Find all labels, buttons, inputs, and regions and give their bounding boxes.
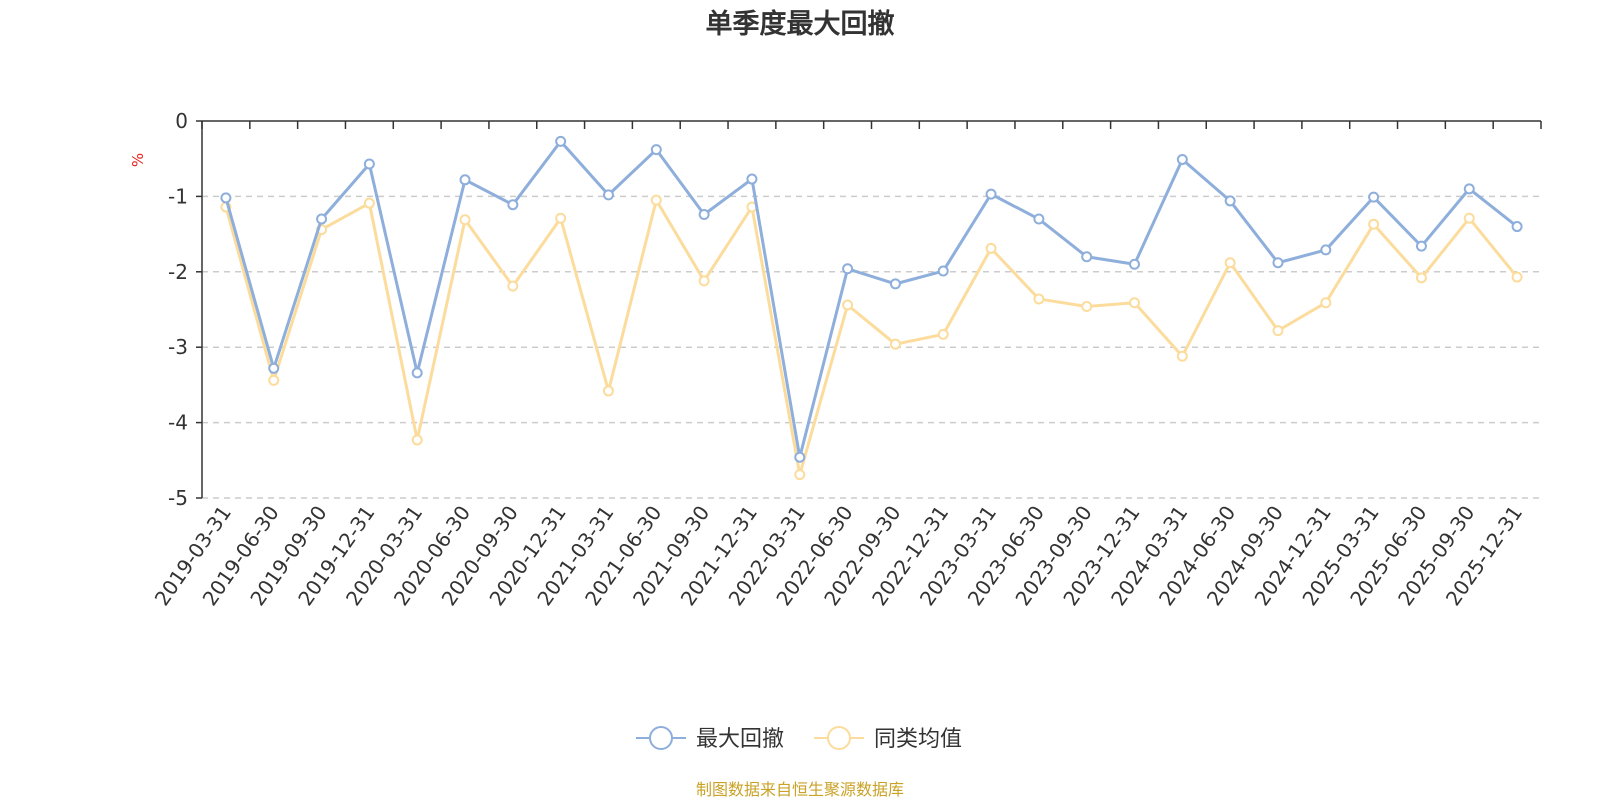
data-point[interactable] <box>985 242 997 254</box>
data-point[interactable] <box>1415 272 1427 284</box>
series-1 <box>220 194 1523 481</box>
data-point[interactable] <box>1129 258 1141 270</box>
data-point[interactable] <box>698 208 710 220</box>
data-point[interactable] <box>889 338 901 350</box>
data-point[interactable] <box>1033 293 1045 305</box>
data-point[interactable] <box>1176 350 1188 362</box>
data-point[interactable] <box>363 197 375 209</box>
legend-marker <box>649 726 673 750</box>
data-point[interactable] <box>1081 300 1093 312</box>
series-line <box>224 139 1519 459</box>
data-source-note: 制图数据来自恒生聚源数据库 <box>696 780 904 799</box>
data-point[interactable] <box>842 299 854 311</box>
series-0 <box>220 135 1523 463</box>
data-point[interactable] <box>1129 297 1141 309</box>
data-point[interactable] <box>1033 213 1045 225</box>
data-point[interactable] <box>507 199 519 211</box>
data-point[interactable] <box>602 189 614 201</box>
data-point[interactable] <box>794 451 806 463</box>
data-point[interactable] <box>316 213 328 225</box>
data-point[interactable] <box>268 362 280 374</box>
data-point[interactable] <box>1511 271 1523 283</box>
data-point[interactable] <box>507 280 519 292</box>
data-point[interactable] <box>1368 191 1380 203</box>
data-point[interactable] <box>459 214 471 226</box>
data-point[interactable] <box>842 263 854 275</box>
data-point[interactable] <box>555 212 567 224</box>
data-point[interactable] <box>698 275 710 287</box>
data-point[interactable] <box>1272 325 1284 337</box>
y-axis-label: % <box>129 153 147 167</box>
data-point[interactable] <box>1081 251 1093 263</box>
legend[interactable]: 最大回撤 同类均值 <box>636 726 962 752</box>
y-tick-label: -4 <box>168 411 188 435</box>
data-point[interactable] <box>1320 244 1332 256</box>
series-line <box>224 198 1519 477</box>
data-point[interactable] <box>889 278 901 290</box>
data-point[interactable] <box>411 434 423 446</box>
legend-marker <box>827 726 851 750</box>
data-point[interactable] <box>1320 297 1332 309</box>
data-point[interactable] <box>650 194 662 206</box>
y-tick-label: -5 <box>168 486 188 510</box>
legend-item[interactable]: 最大回撤 <box>636 726 784 752</box>
legend-label: 最大回撤 <box>696 727 784 752</box>
data-point[interactable] <box>1463 212 1475 224</box>
data-point[interactable] <box>555 135 567 147</box>
data-point[interactable] <box>1463 183 1475 195</box>
data-point[interactable] <box>411 367 423 379</box>
axes <box>196 120 1542 499</box>
data-point[interactable] <box>937 328 949 340</box>
y-tick-label: -1 <box>168 184 188 208</box>
data-point[interactable] <box>1415 240 1427 252</box>
data-point[interactable] <box>1176 153 1188 165</box>
data-point[interactable] <box>794 469 806 481</box>
y-tick-label: -2 <box>168 260 188 284</box>
data-point[interactable] <box>985 188 997 200</box>
data-point[interactable] <box>1368 218 1380 230</box>
data-point[interactable] <box>937 265 949 277</box>
data-point[interactable] <box>1224 257 1236 269</box>
legend-item[interactable]: 同类均值 <box>814 726 962 752</box>
data-point[interactable] <box>746 173 758 185</box>
data-point[interactable] <box>1272 257 1284 269</box>
data-point[interactable] <box>459 174 471 186</box>
y-tick-labels: 0 -1 -2 -3 -4 -5 <box>168 109 188 510</box>
x-tick-labels: 2019-03-312019-06-302019-09-302019-12-31… <box>150 501 1528 610</box>
data-point[interactable] <box>220 192 232 204</box>
data-point[interactable] <box>268 374 280 386</box>
legend-label: 同类均值 <box>874 727 962 752</box>
data-point[interactable] <box>363 158 375 170</box>
chart-title: 单季度最大回撤 <box>706 8 895 40</box>
y-tick-label: -3 <box>168 335 188 359</box>
data-point[interactable] <box>1511 221 1523 233</box>
data-point[interactable] <box>1224 195 1236 207</box>
y-tick-label: 0 <box>175 109 188 133</box>
data-point[interactable] <box>602 385 614 397</box>
series-lines <box>220 135 1523 481</box>
data-point[interactable] <box>650 144 662 156</box>
grid-lines <box>202 195 1541 499</box>
